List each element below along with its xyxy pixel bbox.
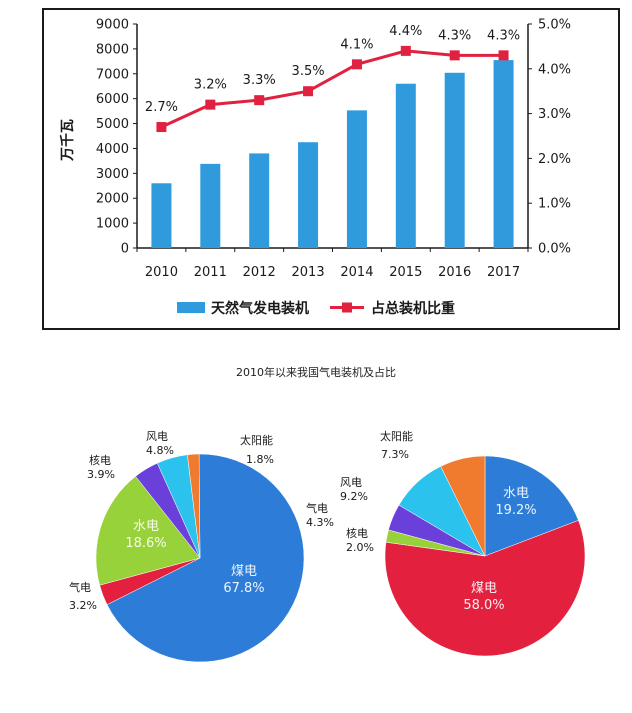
line-marker: [449, 50, 460, 61]
pie-slice-name: 水电: [503, 486, 529, 501]
pie-outside-name: 风电: [146, 430, 168, 443]
pie-outside-value: 1.8%: [246, 453, 274, 466]
x-tick-label: 2014: [340, 265, 373, 280]
pie-slice: [106, 453, 305, 663]
data-label: 3.5%: [292, 64, 325, 79]
figure-caption: 2010年以来我国气电装机及占比: [236, 365, 396, 379]
data-label: 4.4%: [389, 24, 422, 39]
pie-slice-value: 58.0%: [463, 598, 504, 613]
pie-slice-name: 煤电: [471, 581, 497, 596]
data-label: 3.2%: [194, 78, 227, 93]
y-tick-label: 5000: [96, 117, 129, 132]
bar: [151, 183, 172, 248]
pie-chart-left: 煤电 67.8% 水电 18.6%: [95, 453, 305, 663]
y-tick-label: 6000: [96, 92, 129, 107]
y-axis-title: 万千瓦: [59, 119, 76, 162]
y-tick-label: 0: [121, 242, 129, 257]
x-tick-label: 2017: [487, 265, 520, 280]
pie-slice-value: 18.6%: [125, 536, 166, 551]
y-tick-label: 3000: [96, 167, 129, 182]
bar: [444, 72, 465, 248]
pie-outside-value: 4.3%: [306, 516, 334, 529]
y2-tick-label: 0.0%: [538, 242, 571, 257]
y-tick-label: 4000: [96, 142, 129, 157]
pie-slice-name: 水电: [133, 519, 159, 534]
pie-slice: [187, 453, 201, 559]
x-tick-label: 2010: [145, 265, 178, 280]
x-tick-label: 2012: [243, 265, 276, 280]
bar-series: [151, 60, 514, 248]
x-tick-label: 2011: [194, 265, 227, 280]
legend: 天然气发电装机 占总装机比重: [177, 300, 455, 317]
bar: [395, 83, 416, 248]
x-tick-label: 2016: [438, 265, 471, 280]
line-marker: [351, 59, 362, 70]
line-marker: [156, 122, 167, 133]
y2-tick-label: 3.0%: [538, 107, 571, 122]
chart-frame: [42, 8, 620, 330]
pie-outside-name: 太阳能: [380, 429, 413, 443]
pie-outside-name: 气电: [69, 580, 91, 594]
pie-slice: [440, 455, 486, 557]
y2-tick-label: 1.0%: [538, 197, 571, 212]
x-tick-label: 2013: [292, 265, 325, 280]
pie-outside-name: 风电: [340, 476, 362, 489]
data-label: 3.3%: [243, 73, 276, 88]
line-marker: [498, 50, 509, 61]
y2-tick-label: 5.0%: [538, 18, 571, 33]
y-tick-label: 8000: [96, 42, 129, 57]
combo-chart: 0 1000 2000 3000 4000 5000 6000 7000 8000 9000 0.…: [42, 8, 620, 330]
data-label: 4.3%: [438, 28, 471, 43]
pie-outside-labels: 风电4.8%核电3.9%太阳能1.8%气电3.2%太阳能7.3%风电9.2%气电…: [69, 429, 413, 612]
legend-label-bar: 天然气发电装机: [211, 300, 309, 317]
line-marker: [303, 86, 314, 97]
pie-outside-value: 3.9%: [87, 468, 115, 481]
y-tick-label: 1000: [96, 217, 129, 232]
y2-tick-label: 4.0%: [538, 62, 571, 77]
legend-swatch-bar: [177, 302, 205, 313]
pie-outside-name: 核电: [89, 453, 111, 467]
line-marker: [205, 99, 216, 110]
y-tick-label: 7000: [96, 67, 129, 82]
pie-slice-value: 19.2%: [495, 503, 536, 518]
bar: [298, 142, 319, 248]
pie-outside-value: 9.2%: [340, 490, 368, 503]
pie-outside-value: 2.0%: [346, 541, 374, 554]
bar: [249, 153, 270, 248]
pie-slice-value: 67.8%: [223, 581, 264, 596]
pie-outside-value: 7.3%: [381, 448, 409, 461]
data-label: 4.1%: [340, 37, 373, 52]
line-marker: [400, 45, 411, 56]
data-label: 4.3%: [487, 28, 520, 43]
data-label: 2.7%: [145, 100, 178, 115]
y2-tick-label: 2.0%: [538, 152, 571, 167]
bar: [200, 163, 221, 248]
pie-outside-name: 核电: [346, 526, 368, 540]
line-marker: [254, 95, 265, 106]
line-series: 2.7% 3.2% 3.3% 3.5% 4.1% 4.4% 4.3% 4.3%: [145, 24, 520, 133]
bar: [346, 110, 367, 248]
line-path: [160, 49, 504, 129]
pie-slice: [484, 455, 579, 557]
bar: [493, 60, 514, 248]
pie-slice: [384, 520, 586, 657]
pie-slice: [95, 475, 201, 586]
pie-slice-name: 煤电: [231, 564, 257, 579]
legend-swatch-marker: [342, 302, 352, 313]
x-tick-label: 2015: [389, 265, 422, 280]
y-tick-label: 2000: [96, 192, 129, 207]
y-tick-label: 9000: [96, 18, 129, 33]
x-axis-ticks: 2010 2011 2012 2013 2014 2015 2016 2017: [136, 248, 529, 280]
pie-outside-name: 气电: [306, 501, 328, 515]
pie-outside-name: 太阳能: [240, 433, 273, 447]
pie-outside-value: 3.2%: [69, 599, 97, 612]
pie-outside-value: 4.8%: [146, 444, 174, 457]
legend-label-line: 占总装机比重: [371, 300, 455, 317]
y-axis-ticks: 0 1000 2000 3000 4000 5000 6000 7000 8000 9000: [96, 18, 137, 257]
pie-chart-right: 水电 19.2% 煤电 58.0%: [384, 455, 586, 657]
y2-axis-ticks: 0.0% 1.0% 2.0% 3.0% 4.0% 5.0%: [528, 18, 571, 257]
